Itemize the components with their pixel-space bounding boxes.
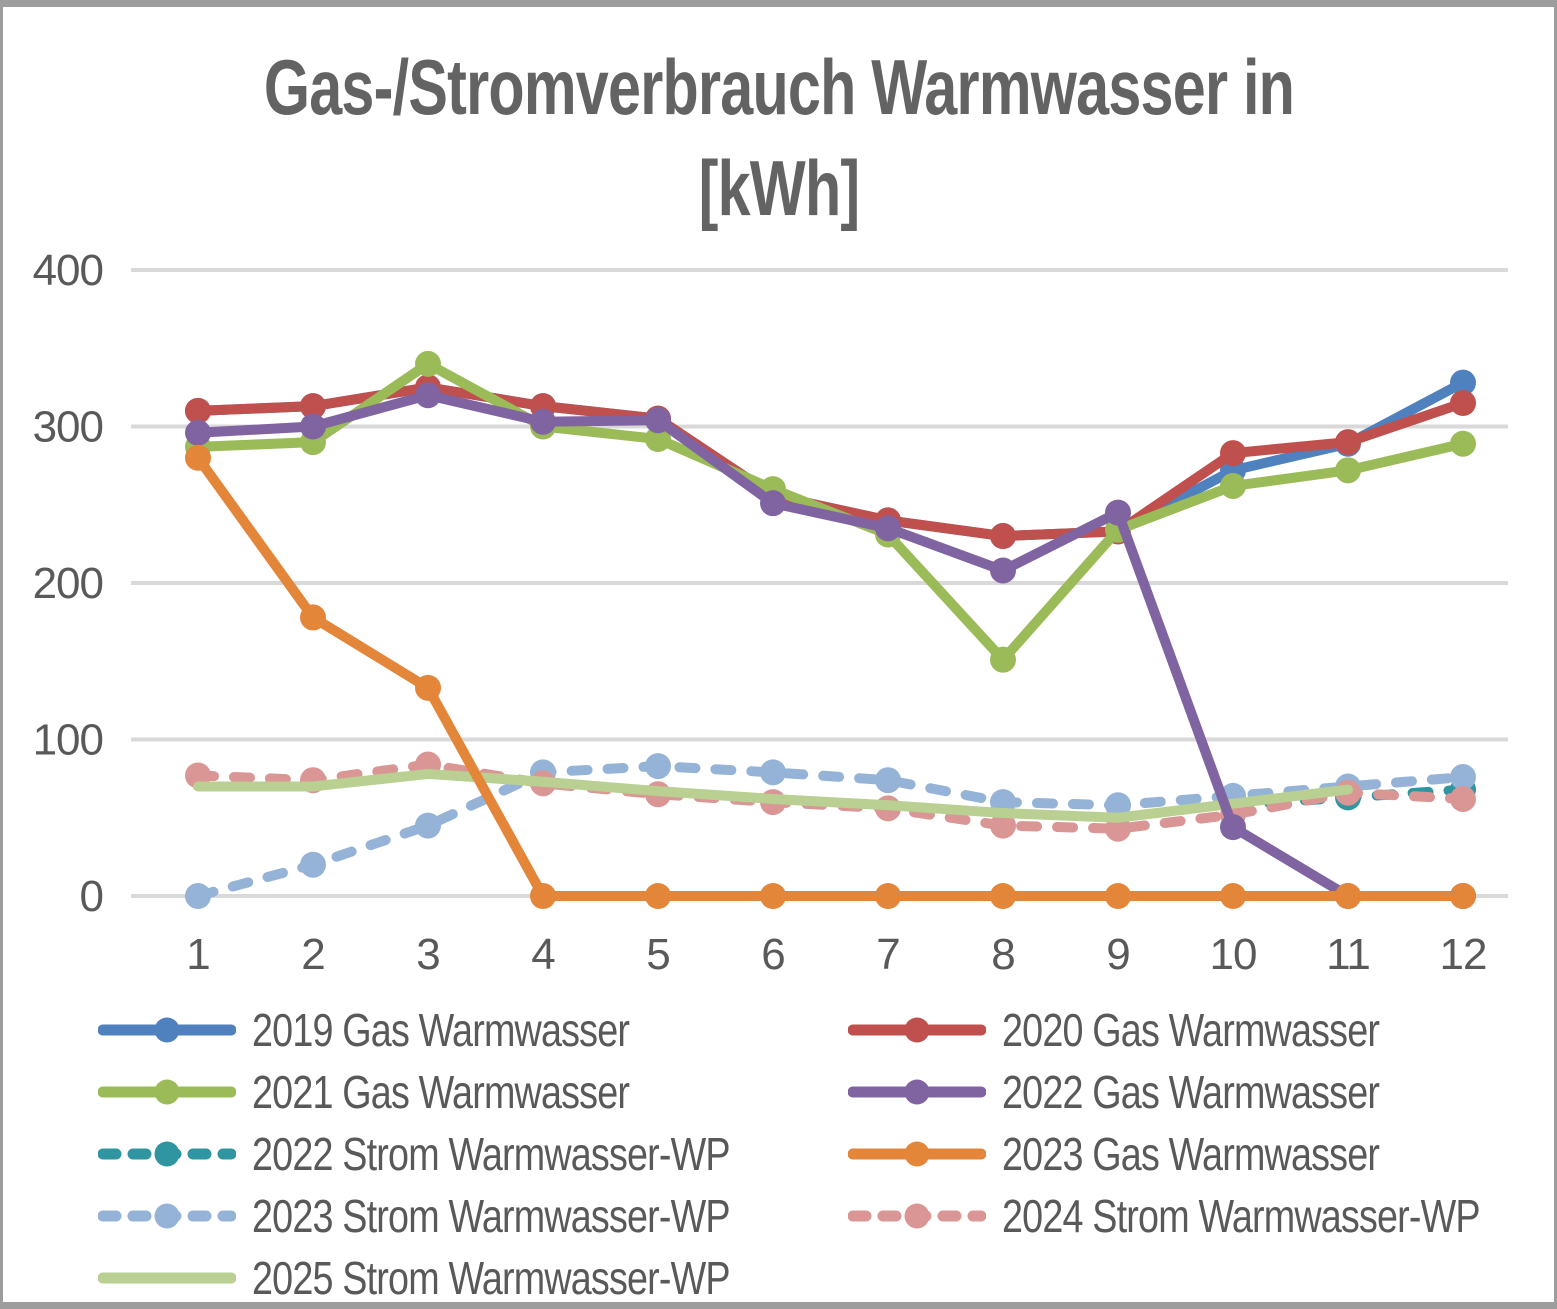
series-point-gas-2020-month-8 xyxy=(990,523,1016,550)
x-axis-tick-label: 12 xyxy=(1440,930,1487,979)
y-axis-tick-label: 400 xyxy=(33,246,103,295)
x-axis-tick-label: 1 xyxy=(186,930,209,979)
x-axis-tick-label: 4 xyxy=(531,930,555,979)
series-point-strom-2023-month-3 xyxy=(415,812,441,839)
chart-title-text: Gas-/Stromverbrauch Warmwasser in [kWh] xyxy=(263,43,1294,233)
series-point-gas-2020-month-1 xyxy=(185,397,211,424)
x-axis-tick-label: 8 xyxy=(991,930,1014,979)
series-point-gas-2023-month-2 xyxy=(300,604,326,631)
series-point-gas-2023-month-5 xyxy=(645,883,671,909)
series-point-gas-2022-month-4 xyxy=(530,408,556,435)
y-axis-tick-label: 0 xyxy=(80,872,103,921)
series-point-gas-2021-month-11 xyxy=(1335,457,1361,484)
y-axis-tick-label: 100 xyxy=(33,716,103,765)
series-point-gas-2023-month-4 xyxy=(530,883,556,909)
x-axis-tick-label: 11 xyxy=(1326,930,1370,979)
series-point-strom-2023-month-7 xyxy=(875,767,901,794)
series-point-gas-2020-month-12 xyxy=(1450,390,1476,417)
x-axis-tick-label: 10 xyxy=(1210,930,1257,979)
series-point-gas-2023-month-8 xyxy=(990,883,1016,909)
series-point-gas-2022-month-10 xyxy=(1220,814,1246,841)
x-axis-tick-label: 9 xyxy=(1106,930,1129,979)
series-point-gas-2023-month-9 xyxy=(1105,883,1131,909)
series-line-gas-2023 xyxy=(193,452,1468,901)
series-point-strom-2024-month-8 xyxy=(990,812,1016,839)
x-axis-tick-label: 3 xyxy=(416,930,439,979)
x-axis-tick-label: 5 xyxy=(646,930,669,979)
series-point-gas-2023-month-10 xyxy=(1220,883,1246,909)
series-line-strom-2025 xyxy=(193,768,1353,823)
x-axis-tick-label: 7 xyxy=(876,930,899,979)
series-point-gas-2023-month-11 xyxy=(1335,883,1361,909)
series-point-gas-2022-month-5 xyxy=(645,407,671,434)
y-axis-tick-label: 300 xyxy=(33,403,103,452)
x-axis-tick-label: 6 xyxy=(761,930,784,979)
y-axis-tick-label: 200 xyxy=(33,559,103,608)
series-point-gas-2023-month-6 xyxy=(760,883,786,909)
series-point-gas-2021-month-10 xyxy=(1220,472,1246,499)
series-point-gas-2023-month-12 xyxy=(1450,883,1476,909)
series-point-strom-2023-month-1 xyxy=(185,883,211,909)
series-point-gas-2022-month-2 xyxy=(300,413,326,440)
series-point-strom-2023-month-6 xyxy=(760,759,786,786)
series-point-gas-2021-month-5 xyxy=(645,426,671,453)
series-point-gas-2023-month-1 xyxy=(185,444,211,471)
series-point-strom-2023-month-9 xyxy=(1105,792,1131,819)
series-point-gas-2022-month-7 xyxy=(875,515,901,542)
x-axis-tick-label: 2 xyxy=(301,930,324,979)
series-point-gas-2022-month-3 xyxy=(415,382,441,409)
series-point-gas-2022-month-8 xyxy=(990,557,1016,584)
series-point-gas-2021-month-3 xyxy=(415,350,441,377)
series-point-gas-2020-month-11 xyxy=(1335,429,1361,456)
series-point-gas-2019-month-12 xyxy=(1450,369,1476,396)
series-point-gas-2022-month-6 xyxy=(760,490,786,517)
series-point-gas-2023-month-7 xyxy=(875,883,901,909)
series-point-strom-2024-month-12 xyxy=(1450,785,1476,812)
series-point-strom-2023-month-5 xyxy=(645,753,671,780)
series-point-gas-2020-month-2 xyxy=(300,393,326,420)
series-line-strom-2024 xyxy=(193,759,1468,834)
series-point-gas-2020-month-10 xyxy=(1220,440,1246,467)
series-point-gas-2021-month-8 xyxy=(990,646,1016,673)
series-point-gas-2022-month-9 xyxy=(1105,499,1131,526)
series-point-strom-2023-month-2 xyxy=(300,851,326,878)
series-point-gas-2021-month-12 xyxy=(1450,430,1476,457)
chart-title: Gas-/Stromverbrauch Warmwasser in [kWh] xyxy=(3,37,1554,240)
series-point-gas-2023-month-3 xyxy=(415,674,441,701)
series-line-strom-2023 xyxy=(193,761,1468,901)
series-point-strom-2023-month-12 xyxy=(1450,764,1476,791)
series-line-gas-2022 xyxy=(193,390,1468,901)
series-point-gas-2022-month-1 xyxy=(185,419,211,446)
